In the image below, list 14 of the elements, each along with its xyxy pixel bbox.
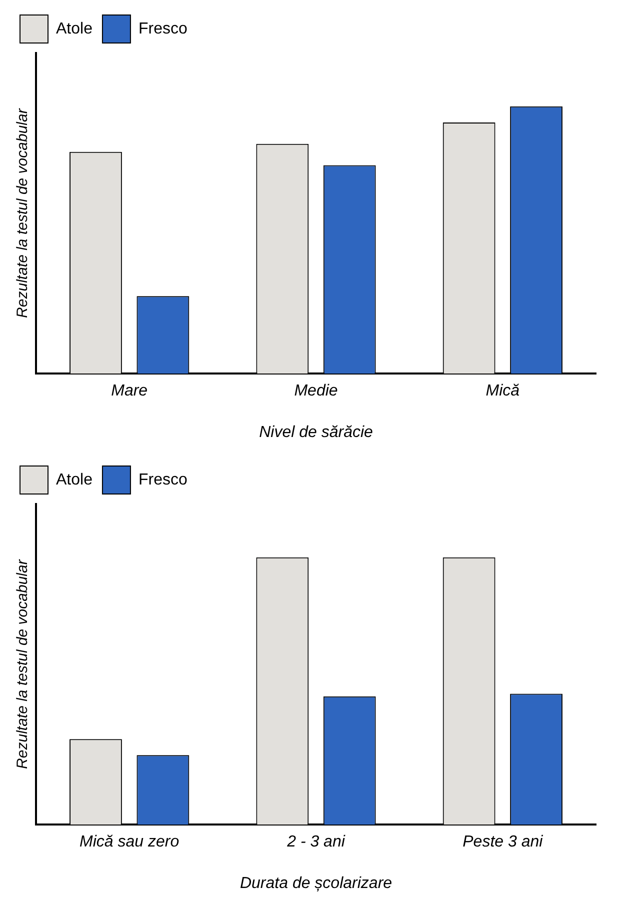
x-tick-label: Mică xyxy=(486,382,520,400)
legend-label: Fresco xyxy=(138,20,188,38)
legend-label: Atole xyxy=(56,20,93,38)
legend-label: Atole xyxy=(56,471,93,488)
x-axis-title: Durata de școlarizare xyxy=(240,874,392,892)
x-tick-label: Mare xyxy=(111,382,148,400)
x-axis-title: Nivel de sărăcie xyxy=(259,424,374,441)
y-axis-title: Rezultate la testul de vocabular xyxy=(14,558,32,769)
y-axis-title: Rezultate la testul de vocabular xyxy=(14,108,32,318)
x-tick-label: Peste 3 ani xyxy=(462,834,544,851)
legend-label: Fresco xyxy=(138,471,188,488)
x-tick-label: Medie xyxy=(294,382,338,400)
x-tick-label: Mică sau zero xyxy=(80,834,180,851)
x-tick-label: 2 - 3 ani xyxy=(286,834,346,851)
